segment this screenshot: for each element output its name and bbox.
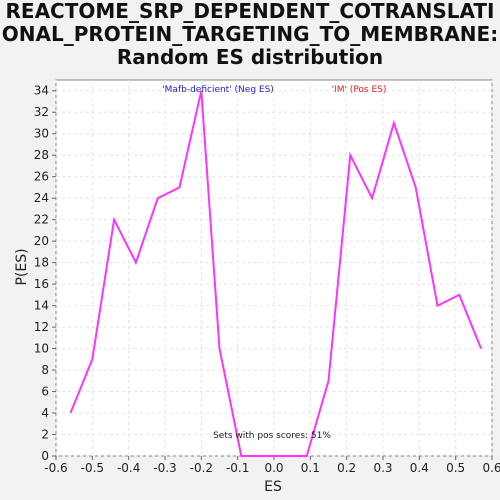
y-tick-label: 4 — [41, 406, 49, 420]
y-tick-label: 34 — [34, 84, 49, 98]
x-tick-label: -0.2 — [190, 461, 213, 475]
y-tick-label: 28 — [34, 148, 49, 162]
chart-title-line-3: Random ES distribution — [116, 45, 384, 69]
y-tick-label: 6 — [41, 385, 49, 399]
x-tick-label: 0.1 — [301, 461, 320, 475]
x-tick-label: -0.4 — [117, 461, 140, 475]
y-tick-label: 16 — [34, 277, 49, 291]
x-tick-label: -0.3 — [153, 461, 176, 475]
y-tick-label: 10 — [34, 342, 49, 356]
chart-title-line-2: ONAL_PROTEIN_TARGETING_TO_MEMBRANE: — [1, 22, 499, 46]
neg-es-label: 'Mafb-deficient' (Neg ES) — [162, 85, 274, 95]
y-tick-label: 26 — [34, 170, 49, 184]
y-tick-label: 0 — [41, 449, 49, 463]
y-tick-label: 2 — [41, 428, 49, 442]
y-tick-label: 20 — [34, 234, 49, 248]
y-tick-label: 24 — [34, 191, 49, 205]
x-tick-label: 0.4 — [410, 461, 429, 475]
x-tick-label: 0.0 — [264, 461, 283, 475]
y-tick-label: 8 — [41, 363, 49, 377]
y-tick-label: 30 — [34, 127, 49, 141]
axis-ticks: -0.6 -0.5 -0.4 -0.3 -0.2 -0.1 0.0 0.1 0.2 0.3 0.4 0… — [34, 84, 500, 475]
x-axis-label: ES — [264, 479, 282, 495]
x-tick-label: -0.6 — [44, 461, 67, 475]
y-axis-label: P(ES) — [14, 248, 30, 285]
series-line — [69, 90, 483, 457]
y-tick-label: 12 — [34, 320, 49, 334]
x-tick-label: 0.2 — [337, 461, 356, 475]
chart-title-line-1: REACTOME_SRP_DEPENDENT_COTRANSLATI — [5, 0, 495, 23]
y-tick-label: 14 — [34, 299, 49, 313]
x-tick-label: -0.1 — [226, 461, 249, 475]
y-tick-label: 22 — [34, 213, 49, 227]
x-tick-label: 0.5 — [446, 461, 465, 475]
y-tick-label: 18 — [34, 256, 49, 270]
x-tick-label: 0.3 — [373, 461, 392, 475]
y-tick-label: 32 — [34, 105, 49, 119]
x-tick-label: -0.5 — [81, 461, 104, 475]
x-tick-label: 0.6 — [482, 461, 500, 475]
chart-title: REACTOME_SRP_DEPENDENT_COTRANSLATI ONAL_… — [0, 0, 500, 74]
pos-score-footer: Sets with pos scores: 51% — [213, 431, 331, 441]
pos-es-label: 'IM' (Pos ES) — [332, 85, 387, 95]
